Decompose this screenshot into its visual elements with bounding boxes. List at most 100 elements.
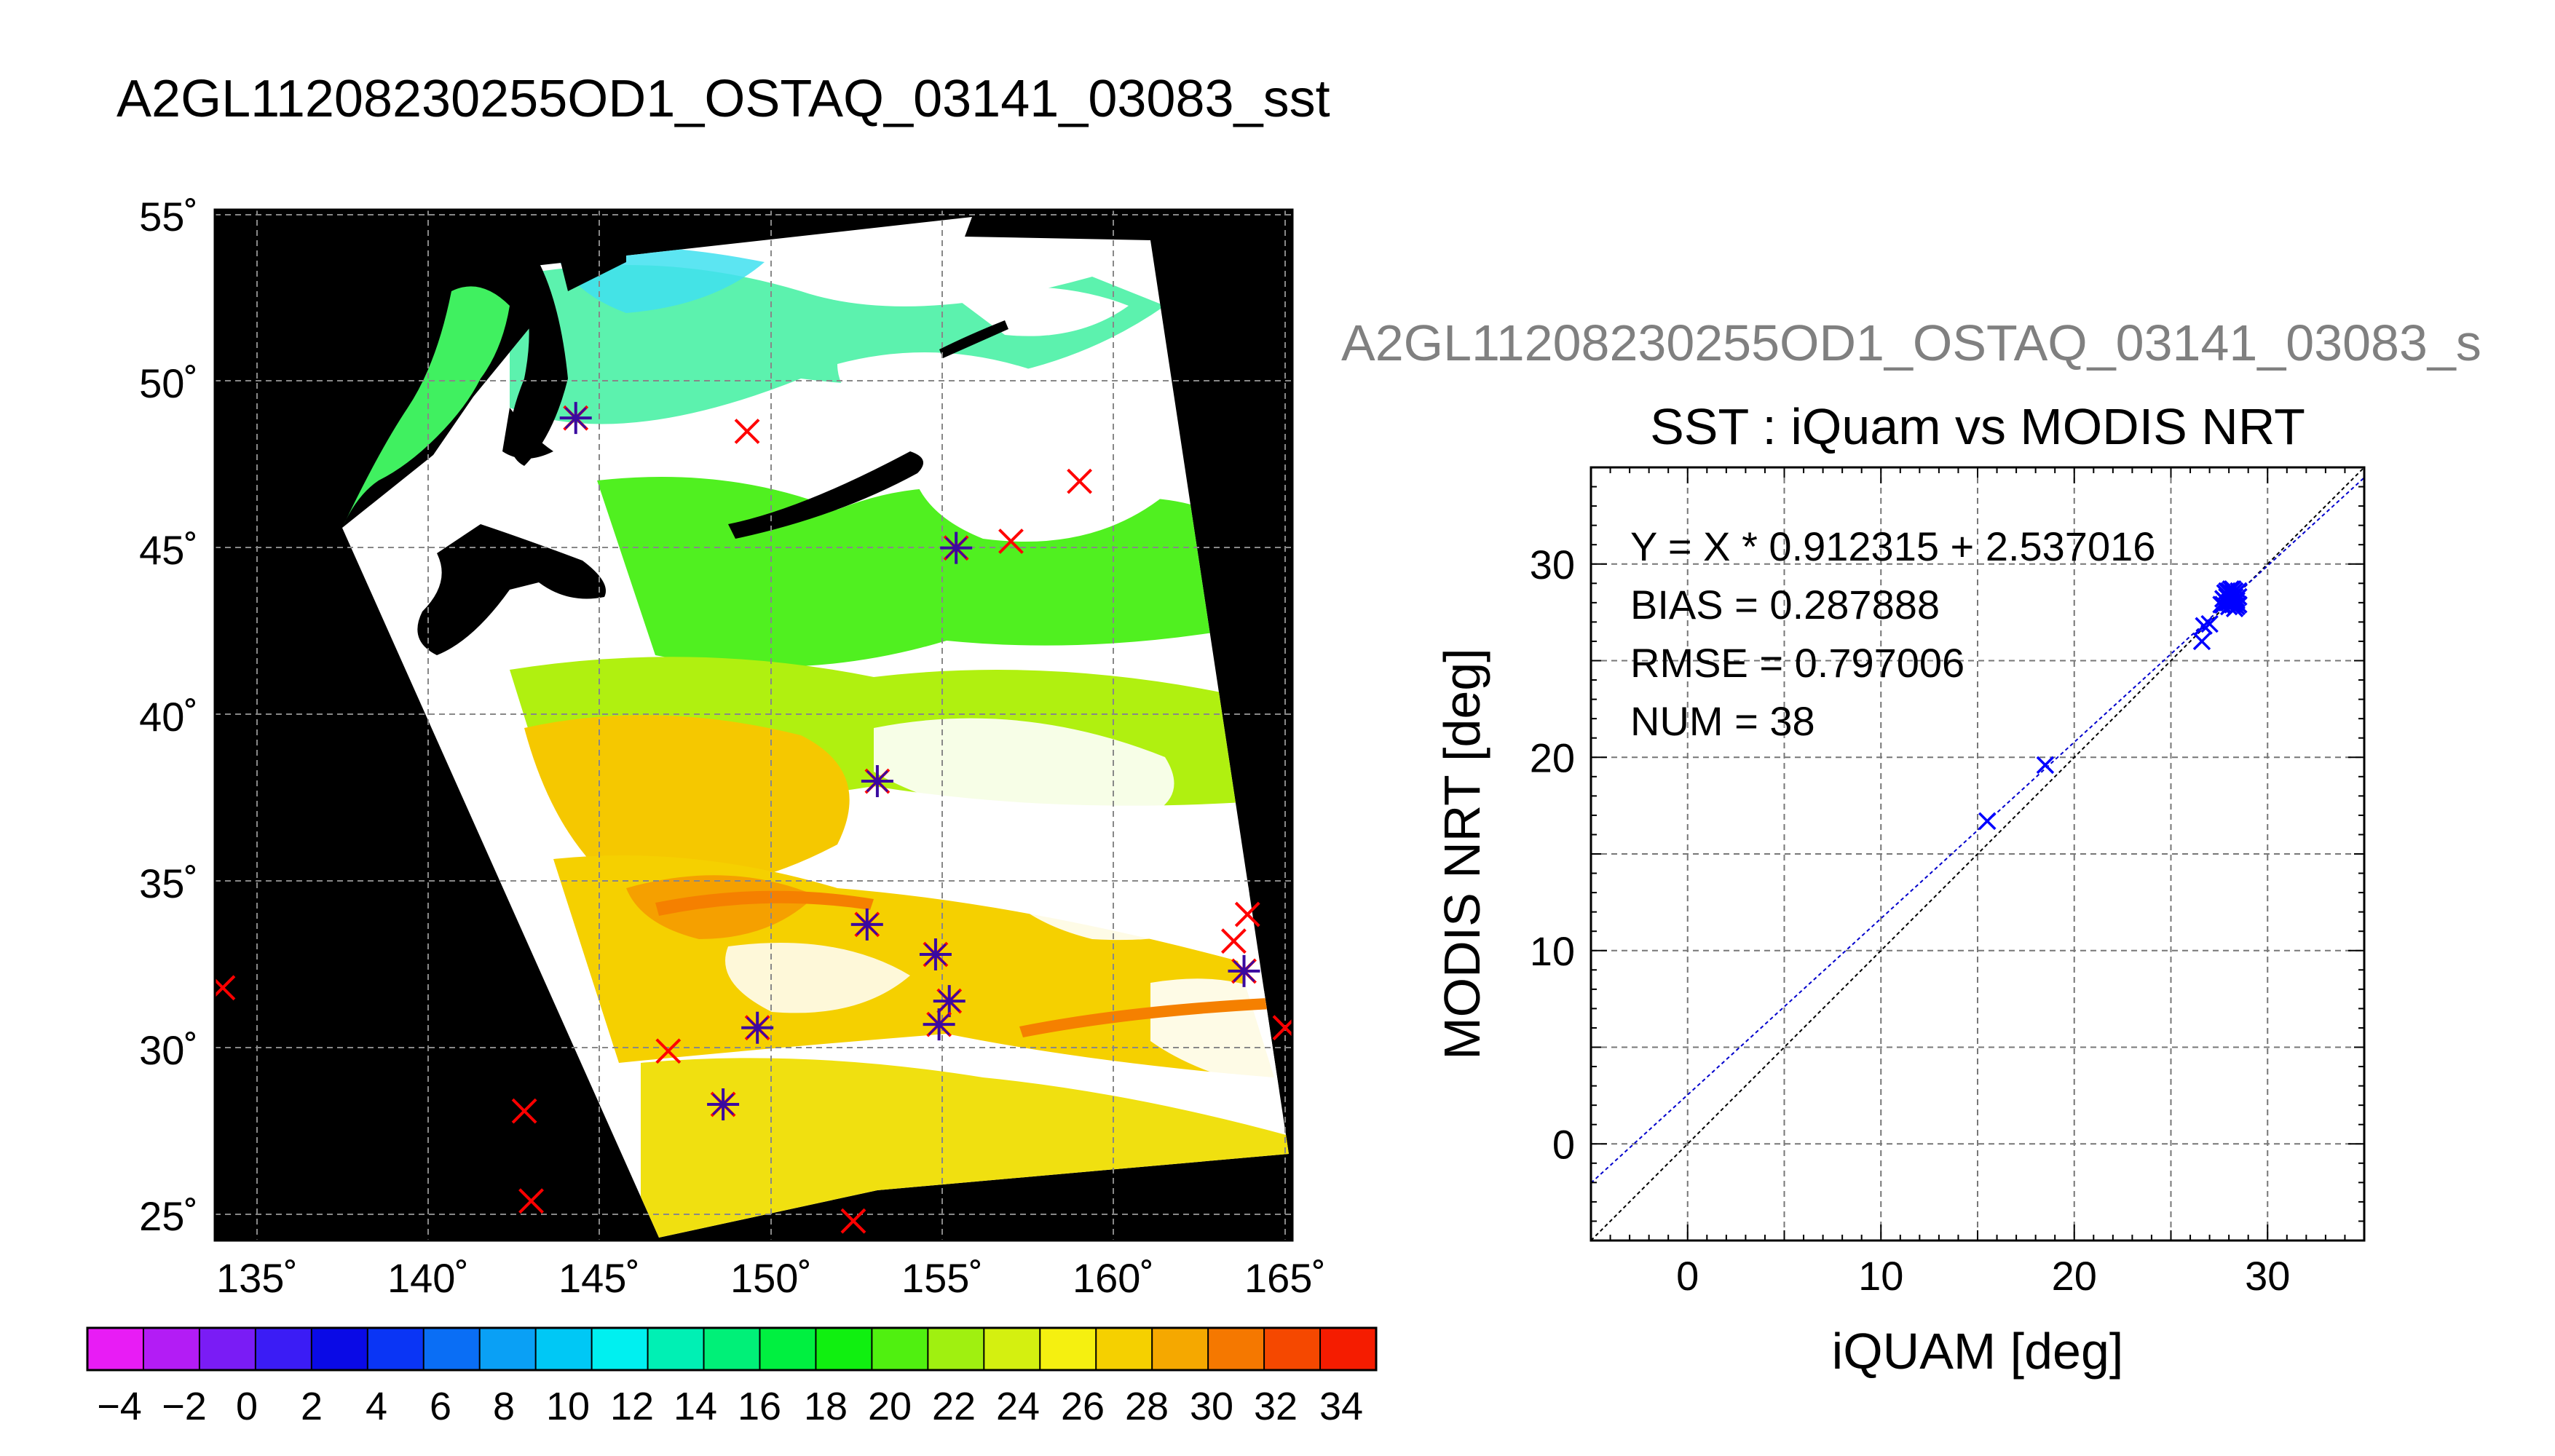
matchup-marker-star [850,908,883,941]
lat-label: 35˚ [139,860,198,906]
colorbar-label: 28 [1125,1385,1169,1428]
colorbar-label: 18 [804,1385,848,1428]
colorbar-label: 0 [236,1385,258,1428]
y-tick-label: 20 [1530,735,1575,780]
lon-label: 135˚ [216,1255,298,1301]
colorbar-label: 4 [366,1385,387,1428]
colorbar-cell [143,1328,200,1370]
colorbar-label: 34 [1319,1385,1363,1428]
matchup-marker-x [1067,468,1093,494]
scatter-point [2200,614,2219,633]
lon-axis-labels: 135˚ 140˚ 145˚ 150˚ 155˚ 160˚ 165˚ [216,1255,1326,1301]
lat-axis-labels: 55˚ 50˚ 45˚ 40˚ 35˚ 30˚ 25˚ [139,194,198,1239]
colorbar-cell [1264,1328,1321,1370]
colorbar-cell [535,1328,593,1370]
matchup-marker-x [840,1208,866,1234]
matchup-marker-star [1228,954,1260,987]
bias-stat: BIAS = 0.287888 [1630,582,1940,628]
colorbar-cell [1208,1328,1265,1370]
scatter-point [2195,617,2213,635]
matchup-marker-star [861,765,893,798]
colorbar-label: 10 [546,1385,590,1428]
x-tick-label: 0 [1676,1253,1699,1299]
map-title: A2GL11208230255OD1_OSTAQ_03141_03083_sst [117,70,1330,128]
colorbar-label: 24 [996,1385,1040,1428]
colorbar-label: −4 [97,1385,142,1428]
colorbar-label: 26 [1061,1385,1105,1428]
colorbar-label: 30 [1190,1385,1233,1428]
scatter-title: SST : iQuam vs MODIS NRT [1650,398,2305,455]
x-tick-label: 20 [2052,1253,2097,1299]
scatter-point [2192,632,2211,651]
lon-label: 150˚ [730,1255,812,1301]
colorbar-label: 32 [1254,1385,1298,1428]
plot-frame [1590,466,2366,1242]
matchup-marker-star [940,531,973,564]
colorbar-label: −2 [162,1385,207,1428]
rmse-stat: RMSE = 0.797006 [1630,640,1964,686]
colorbar-cell [1320,1328,1377,1370]
colorbar-cell [1096,1328,1153,1370]
x-tick-label: 10 [1858,1253,1903,1299]
colorbar-label: 8 [493,1385,515,1428]
colorbar-label: 14 [674,1385,717,1428]
matchup-marker-star [933,985,965,1018]
matchup-marker-x [734,419,760,444]
colorbar-label: 12 [610,1385,654,1428]
matchup-marker-x [998,529,1024,554]
matchup-marker-x [1234,901,1260,927]
matchup-marker-x [655,1038,682,1064]
colorbar-label: 16 [738,1385,781,1428]
colorbar-cell [1040,1328,1097,1370]
colorbar-cell [759,1328,816,1370]
satellite-swath [342,217,1289,1238]
colorbar-cells [87,1328,1377,1370]
lat-label: 55˚ [139,194,198,240]
lon-label: 140˚ [387,1255,469,1301]
fit-equation: Y = X * 0.912315 + 2.537016 [1630,523,2155,569]
y-tick-label: 0 [1552,1121,1575,1167]
lon-label: 160˚ [1073,1255,1154,1301]
scatter-point [2218,585,2236,604]
colorbar-cell [872,1328,928,1370]
colorbar-cell [367,1328,424,1370]
map-gridlines [215,210,1292,1241]
matchup-marker-star [707,1088,740,1120]
colorbar-cell [87,1328,144,1370]
scatter-point [1978,812,1997,831]
plot-tick-labels: 0 10 20 30 0 10 20 30 [1530,542,2291,1299]
lat-label: 45˚ [139,527,198,573]
y-tick-label: 30 [1530,542,1575,587]
matchup-marker-x [1220,928,1247,954]
colorbar-label: 20 [868,1385,912,1428]
colorbar-cell [311,1328,368,1370]
colorbar-labels: −4 −2 0 2 4 6 8 10 12 14 16 18 20 22 24 … [97,1385,1363,1428]
colorbar-cell [479,1328,537,1370]
scatter-plot: SST : iQuam vs MODIS NRT 0 10 20 300102030 … [1434,398,2366,1380]
colorbar-cell [591,1328,649,1370]
colorbar-cell [703,1328,760,1370]
matchup-marker-star [741,1011,774,1044]
y-axis-label: MODIS NRT [deg] [1434,648,1490,1059]
scatter-point [2036,756,2055,775]
colorbar-cell [199,1328,256,1370]
colorbar-cell [255,1328,312,1370]
lat-label: 25˚ [139,1193,198,1239]
colorbar-label: 22 [932,1385,976,1428]
matchup-marker-x [1272,1015,1292,1041]
plot-gridlines [1591,467,2364,1241]
x-axis-label: iQUAM [deg] [1832,1323,2124,1380]
colorbar-label: 6 [430,1385,451,1428]
lon-label: 155˚ [901,1255,983,1301]
lat-label: 30˚ [139,1027,198,1073]
colorbar-frame [86,1326,1378,1372]
num-stat: NUM = 38 [1630,698,1815,744]
colorbar: −4 −2 0 2 4 6 8 10 12 14 16 18 20 22 24 … [86,1326,1378,1428]
matchup-marker-x [511,1098,537,1124]
colorbar-label: 2 [301,1385,323,1428]
colorbar-cell [423,1328,481,1370]
matchup-marker-star [559,402,592,435]
scatter-header: A2GL11208230255OD1_OSTAQ_03141_03083_s [1341,314,2481,371]
y-tick-label: 10 [1530,928,1575,974]
